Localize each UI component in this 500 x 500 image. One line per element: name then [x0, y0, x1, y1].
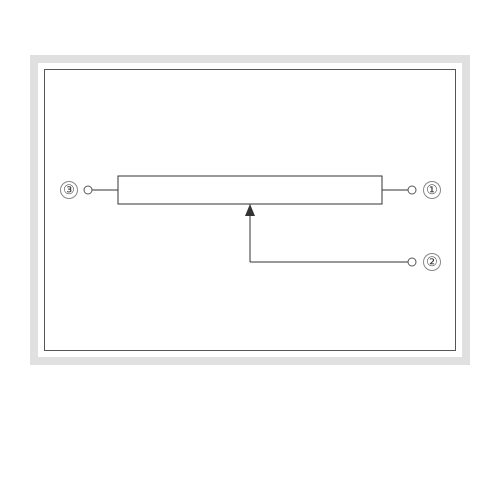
wiper-arrow-icon	[245, 204, 255, 216]
schematic-svg	[0, 0, 500, 500]
terminal-t3	[84, 186, 92, 194]
pin-label-pin1: ①	[423, 181, 441, 199]
terminal-t1	[408, 186, 416, 194]
terminal-t2	[408, 258, 416, 266]
pin-label-pin2: ②	[423, 253, 441, 271]
pin-label-pin3: ③	[60, 181, 78, 199]
potentiometer-body	[118, 176, 382, 204]
